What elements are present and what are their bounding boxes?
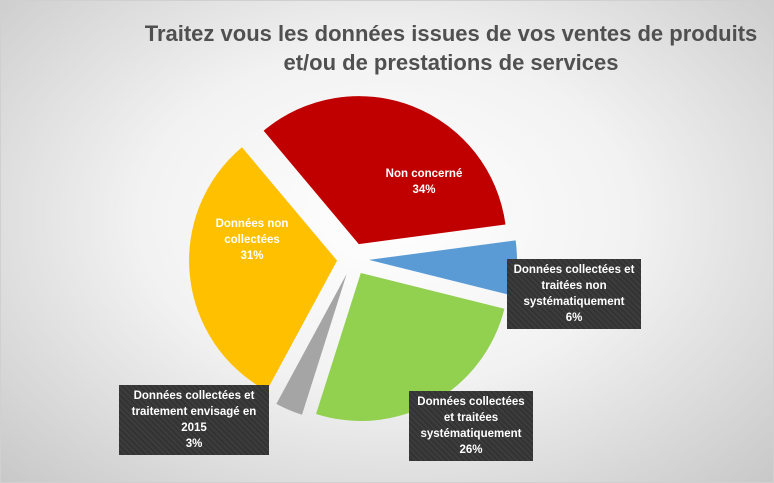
value-label: 31% [240,250,264,262]
category-label: Non concerné [385,168,463,180]
value-label: 6% [565,312,583,324]
data-label: Données collectées et traitées non systé… [507,259,641,329]
category-label: Données collectées et traitées systémati… [417,396,525,440]
data-label: Non concerné 34% [379,163,469,201]
value-label: 26% [459,444,483,456]
category-label: Données non collectées [215,218,289,246]
value-label: 3% [185,438,203,450]
data-label: Données collectées et traitement envisag… [119,385,269,455]
pie-slice [368,240,517,296]
pie-slice [276,273,347,415]
pie-slice [316,272,505,421]
data-label: Données collectées et traitées systémati… [409,391,533,461]
category-label: Données collectées et traitement envisag… [131,390,257,434]
value-label: 34% [412,184,436,196]
category-label: Données collectées et traitées non systé… [513,264,635,308]
data-label: Données non collectées 31% [206,213,298,267]
chart-title: Traitez vous les données issues de vos v… [144,21,758,75]
pie-slice [189,147,338,391]
pie-slice [263,96,506,245]
